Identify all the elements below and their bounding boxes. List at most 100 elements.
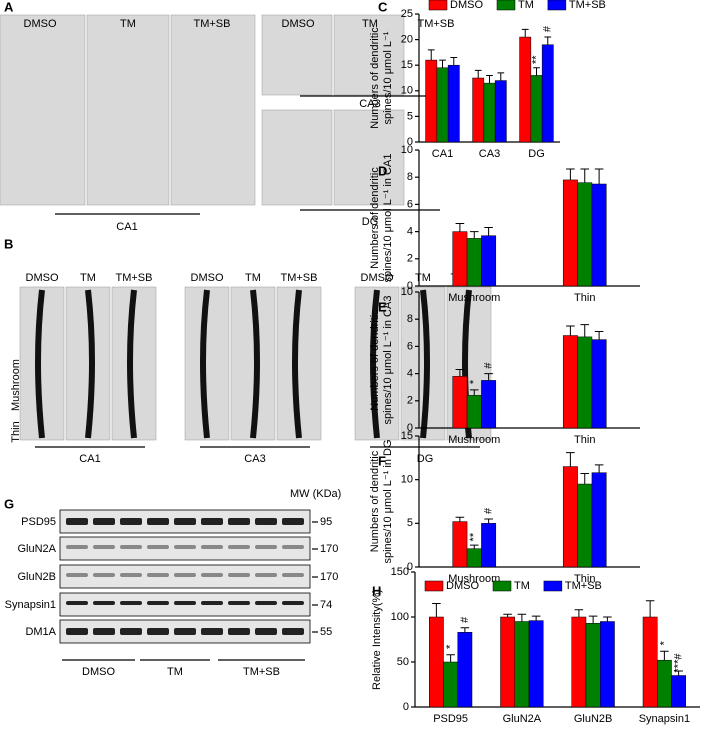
blot-band	[120, 628, 142, 635]
significance: #	[542, 25, 554, 32]
y-axis-label: Numbers of dendritic	[369, 167, 381, 269]
bar	[642, 616, 658, 708]
micrograph	[333, 109, 405, 206]
blot-band	[201, 628, 223, 635]
micrograph	[170, 14, 256, 206]
spine-type-label: Thin	[10, 421, 22, 442]
significance: #	[483, 362, 495, 369]
condition-label: TM+SB	[116, 272, 153, 284]
blot-band	[174, 601, 196, 605]
blot-band	[228, 518, 250, 525]
blot-band	[201, 601, 223, 605]
blot-band	[201, 518, 223, 525]
y-tick-label: 100	[391, 611, 409, 623]
blot-band	[147, 601, 169, 605]
condition-label: TM+SB	[281, 272, 318, 284]
panel-label: B	[4, 236, 13, 251]
y-tick-label: 20	[401, 34, 413, 46]
blot-band	[282, 573, 304, 577]
error-bar	[450, 57, 458, 66]
error-bar	[588, 615, 598, 624]
y-tick-label: 10	[401, 144, 413, 156]
bar	[466, 548, 482, 568]
group-label: DMSO	[82, 666, 115, 678]
region-label: DG	[417, 453, 434, 465]
x-tick-label: Synapsin1	[639, 713, 690, 725]
y-tick-label: 10	[401, 474, 413, 486]
y-tick-label: 4	[407, 226, 413, 238]
blot-band	[66, 518, 88, 525]
blot-band	[282, 545, 304, 549]
error-bar	[580, 324, 590, 337]
y-tick-label: 0	[407, 136, 413, 148]
bar	[466, 238, 482, 287]
error-bar	[594, 464, 604, 473]
error-bar	[427, 49, 435, 61]
bar	[494, 80, 507, 143]
bar	[452, 376, 468, 429]
error-bar	[455, 222, 465, 232]
blot-band	[120, 518, 142, 525]
region-label: CA3	[359, 98, 380, 110]
error-bar	[594, 330, 604, 340]
blot-band	[66, 573, 88, 577]
y-tick-label: 6	[407, 340, 413, 352]
significance: *	[445, 644, 457, 649]
legend-swatch	[424, 580, 444, 592]
error-bar	[484, 518, 493, 524]
dendrite	[292, 289, 302, 439]
x-tick-label: Mushroom	[448, 573, 500, 585]
x-tick-label: Thin	[574, 292, 595, 304]
mw-label: 55	[320, 626, 332, 638]
bar	[657, 659, 672, 708]
protein-label: Synapsin1	[5, 599, 56, 611]
bar	[562, 179, 578, 287]
y-tick-label: 2	[407, 395, 413, 407]
condition-label: DMSO	[26, 272, 59, 284]
error-bar	[469, 231, 479, 239]
error-bar	[455, 516, 465, 522]
y-tick-label: 0	[407, 561, 413, 573]
x-tick-label: Mushroom	[448, 434, 500, 446]
blot-band	[174, 518, 196, 525]
y-axis-label: Numbers of dendritic	[369, 27, 381, 129]
panel-label: D	[378, 163, 387, 178]
error-bar	[469, 544, 479, 549]
bar	[452, 231, 468, 287]
error-bar	[460, 627, 470, 633]
panel-label: A	[4, 0, 14, 14]
dendrite	[200, 289, 210, 439]
legend-swatch	[428, 0, 448, 11]
blot-band	[255, 628, 277, 635]
bar	[591, 339, 607, 429]
y-axis-label: spines/10 μmol L⁻¹	[382, 31, 394, 124]
bar	[671, 675, 686, 708]
error-bar	[439, 59, 446, 68]
bar	[443, 661, 458, 708]
mw-label: 170	[320, 543, 338, 555]
error-bar	[446, 654, 455, 662]
blot-band	[93, 545, 115, 549]
blot-band	[228, 601, 250, 605]
error-bar	[580, 473, 590, 485]
error-bar	[497, 72, 505, 81]
legend-label: DMSO	[446, 580, 479, 592]
bar	[585, 623, 601, 708]
blot-band	[93, 601, 115, 605]
y-axis-label: Numbers of dendritic	[369, 309, 381, 411]
micrograph	[261, 14, 333, 96]
error-bar	[574, 609, 584, 617]
bar	[530, 75, 543, 143]
error-bar	[603, 616, 612, 622]
y-tick-label: 8	[407, 313, 413, 325]
bar	[481, 380, 497, 429]
bar	[447, 64, 460, 143]
blot-band	[120, 573, 142, 577]
mw-label: 170	[320, 571, 338, 583]
error-bar	[455, 369, 465, 377]
error-bar	[469, 389, 479, 396]
bar	[429, 616, 444, 708]
region-label: CA3	[244, 453, 265, 465]
condition-label: TM+SB	[194, 18, 231, 30]
micrograph	[86, 14, 170, 206]
